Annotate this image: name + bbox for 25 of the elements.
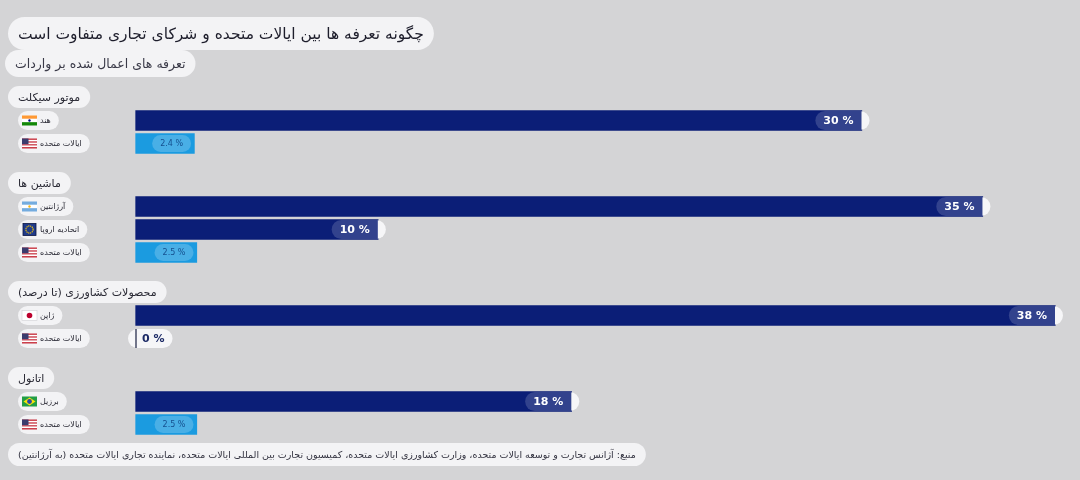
category: ایالات متحده [40, 139, 82, 148]
category: ایالات متحده [40, 334, 82, 343]
data-label: 10 % [339, 223, 370, 236]
data-label: 30 % [823, 114, 854, 127]
data-label: 2.4 % [160, 139, 184, 148]
panel-title: ماشین ها [18, 176, 61, 190]
category: ژاپن [40, 311, 55, 320]
category: آرژانتین [40, 202, 66, 211]
data-label: 2.5 % [162, 248, 186, 257]
panel-title: موتور سیکلت [18, 90, 81, 104]
category: ایالات متحده [40, 248, 82, 257]
category: اتحادیه اروپا [40, 225, 80, 234]
data-label: 38 % [1016, 309, 1047, 322]
panel-title: اتانول [18, 371, 45, 385]
category: هند [40, 116, 51, 125]
subtitle: تعرفه های اعمال شده بر واردات [15, 56, 186, 71]
annotation: منبع: آژانس تجارت و توسعه ایالات متحده، وزارت کشاورزی ایالات متحده، کمیسیون تجارت بین المللی ایالات متحده، نماینده تجاری ایالات متحده (به آرژانتین) [18, 449, 636, 460]
category: ایالات متحده [40, 420, 82, 429]
data-label: 35 % [944, 200, 975, 213]
title: چگونه تعرفه ها بین ایالات متحده و شرکای تجاری متفاوت است [18, 24, 424, 43]
panel-title: محصولات کشاورزی (تا درصد) [18, 285, 157, 299]
data-label: 18 % [533, 395, 564, 408]
data-label: 0 % [142, 332, 165, 345]
data-label: 2.5 % [162, 420, 186, 429]
category: برزیل [40, 397, 59, 406]
